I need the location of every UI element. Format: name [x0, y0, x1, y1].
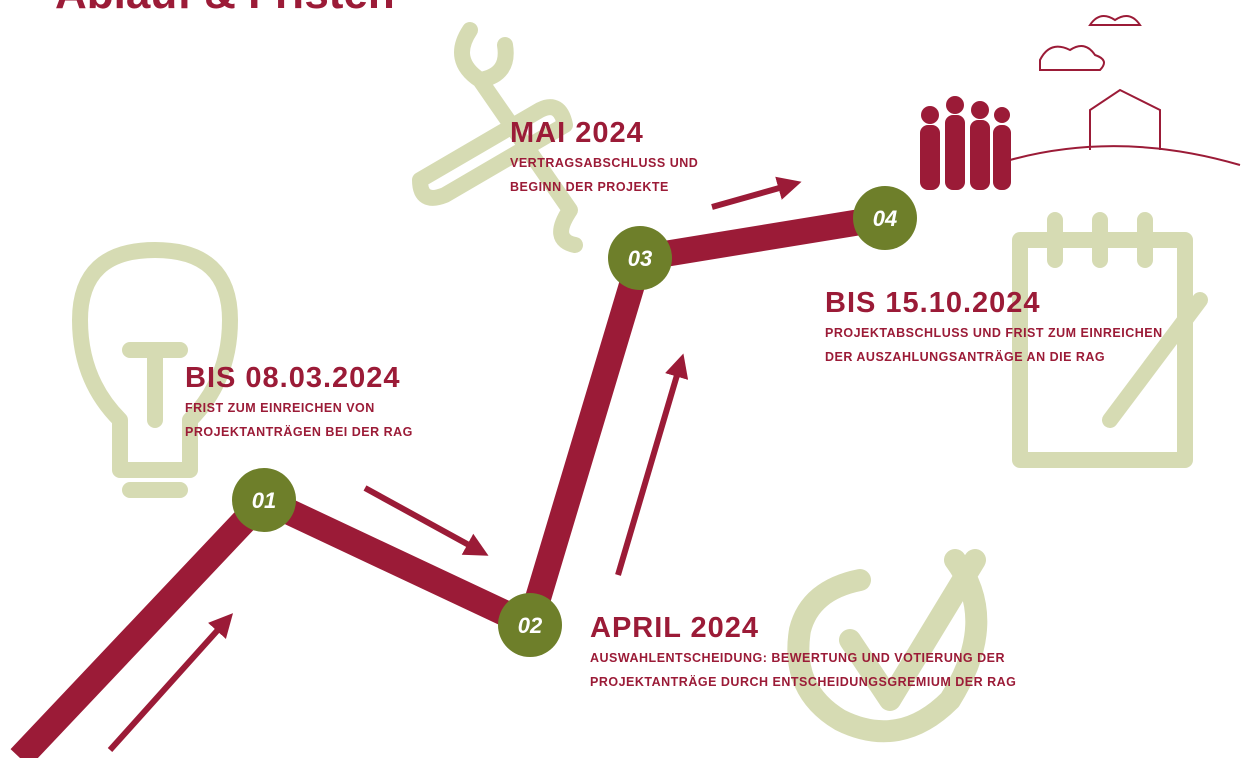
arrow [712, 185, 790, 207]
milestone-text: VERTRAGSABSCHLUSS UND [510, 156, 698, 170]
notepad-icon [1020, 220, 1200, 460]
infographic: Ablauf & Fristen 01 BIS 08.03.2024 FRIST Z… [0, 0, 1245, 758]
title: Ablauf & Fristen [55, 0, 395, 18]
milestone-text: PROJEKTABSCHLUSS UND FRIST ZUM EINREICHE… [825, 326, 1163, 340]
arrow [618, 365, 680, 575]
landscape-icon [1010, 16, 1240, 165]
milestone-heading: MAI 2024 [510, 117, 644, 149]
milestone-text: AUSWAHLENTSCHEIDUNG: BEWERTUNG UND VOTIE… [590, 651, 1005, 665]
milestone-number: 03 [628, 246, 652, 271]
milestone-number: 01 [252, 488, 276, 513]
people-house-icon [920, 96, 1011, 190]
milestone-heading: APRIL 2024 [590, 612, 759, 644]
milestone-heading: BIS 08.03.2024 [185, 362, 401, 394]
milestone-heading: BIS 15.10.2024 [825, 287, 1041, 319]
milestone-text: BEGINN DER PROJEKTE [510, 180, 669, 194]
check-icon [798, 560, 976, 731]
milestone-number: 02 [518, 613, 543, 638]
milestone-text: DER AUSZAHLUNGSANTRÄGE AN DIE RAG [825, 349, 1105, 364]
milestone-text: PROJEKTANTRÄGE DURCH ENTSCHEIDUNGSGREMIU… [590, 674, 1016, 689]
milestone-number: 04 [873, 206, 897, 231]
arrow [365, 488, 478, 550]
milestone-text: PROJEKTANTRÄGEN BEI DER RAG [185, 424, 413, 439]
milestone-text: FRIST ZUM EINREICHEN VON [185, 401, 375, 415]
